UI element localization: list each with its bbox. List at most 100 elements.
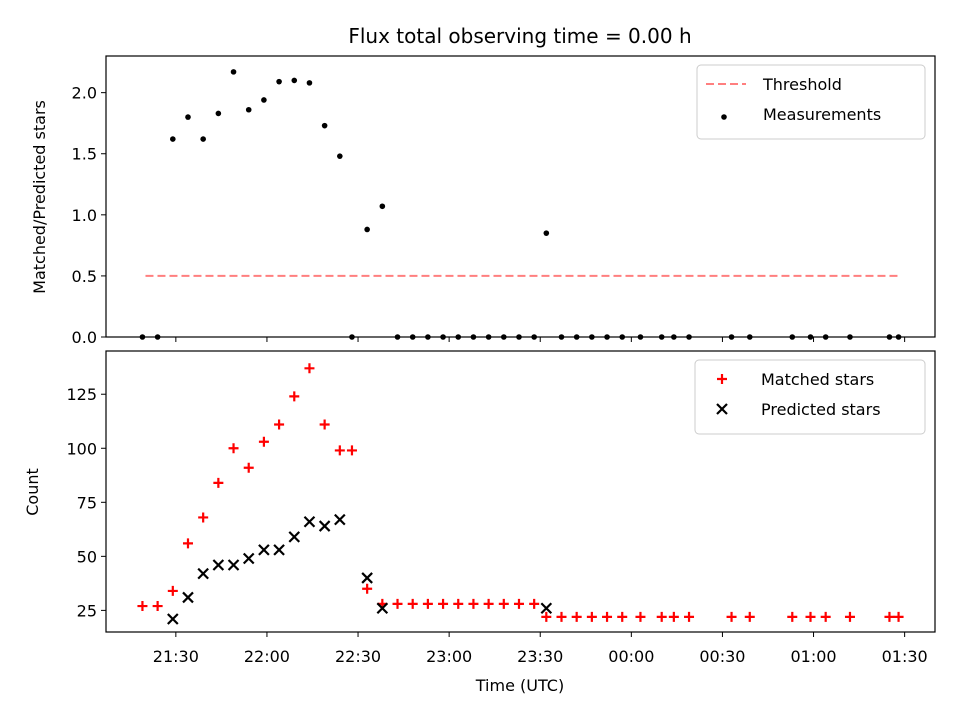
matched-star-point xyxy=(453,598,464,609)
predicted-star-point xyxy=(361,572,373,584)
legend-measurements-marker xyxy=(721,114,727,120)
x-axis-label: Time (UTC) xyxy=(475,676,564,695)
measurement-point xyxy=(895,334,902,340)
predicted-star-point xyxy=(288,531,301,543)
matched-star-point xyxy=(438,598,449,609)
legend-matched-stars-label: Matched stars xyxy=(761,370,874,389)
measurement-point xyxy=(671,334,677,340)
bottom-x-tick-label: 21:30 xyxy=(153,647,199,666)
matched-star-point xyxy=(571,611,582,622)
matched-star-point xyxy=(483,598,494,609)
measurement-point xyxy=(379,203,386,210)
measurement-point xyxy=(847,334,853,340)
top-y-tick-label: 0.5 xyxy=(72,267,97,286)
bottom-y-tick-label: 50 xyxy=(77,547,97,566)
matched-star-point xyxy=(304,363,315,374)
top-y-tick-label: 2.0 xyxy=(72,84,97,103)
measurement-point xyxy=(619,334,626,340)
legend-measurements-label: Measurements xyxy=(763,105,881,124)
chart-title: Flux total observing time = 0.00 h xyxy=(348,24,691,48)
measurement-point xyxy=(746,334,753,340)
measurement-point xyxy=(245,106,252,113)
measurement-point xyxy=(543,230,550,236)
measurement-point xyxy=(531,334,537,340)
measurement-point xyxy=(807,334,814,340)
measurement-point xyxy=(789,334,796,340)
matched-star-point xyxy=(258,436,269,447)
measurement-point xyxy=(409,334,416,340)
bottom-x-tick-label: 23:00 xyxy=(426,647,472,666)
predicted-star-point xyxy=(376,602,389,615)
measurement-point xyxy=(291,77,298,84)
predicted-star-point xyxy=(334,513,346,526)
matched-star-point xyxy=(392,598,403,609)
measurement-point xyxy=(261,97,267,103)
measurement-point xyxy=(425,334,431,340)
matched-star-point xyxy=(668,611,679,622)
measurement-point xyxy=(728,334,735,340)
measurement-point xyxy=(276,78,282,85)
bottom-x-tick-label: 00:30 xyxy=(699,647,745,666)
matched-star-point xyxy=(602,611,613,622)
predicted-star-point xyxy=(167,613,179,625)
top-y-tick-label: 0.0 xyxy=(72,328,97,347)
predicted-star-point xyxy=(182,591,194,604)
bottom-y-tick-label: 25 xyxy=(77,601,97,620)
matched-star-point xyxy=(167,585,178,596)
legend-matched-stars-marker xyxy=(717,374,727,384)
measurement-point xyxy=(455,334,462,340)
matched-star-point xyxy=(726,611,737,622)
matched-star-point xyxy=(498,598,509,609)
measurement-point xyxy=(604,334,610,340)
matched-star-point xyxy=(289,391,300,402)
matched-star-point xyxy=(137,601,148,612)
predicted-star-point xyxy=(303,515,316,528)
measurement-point xyxy=(658,334,665,340)
bottom-y-axis-label: Count xyxy=(23,468,42,516)
matched-star-point xyxy=(556,611,567,622)
matched-star-point xyxy=(274,419,285,430)
legend-predicted-stars-label: Predicted stars xyxy=(761,400,881,419)
flux-panel: 0.0 0.5 1.0 1.5 2.0 Threshold Measurements xyxy=(72,55,936,347)
measurement-point xyxy=(573,334,580,340)
measurement-point xyxy=(170,136,176,142)
bottom-y-tick-label: 75 xyxy=(77,493,97,512)
matched-star-point xyxy=(893,611,904,622)
legend-predicted-stars-marker xyxy=(716,403,728,415)
bottom-x-tick-label: 01:30 xyxy=(882,647,928,666)
predicted-star-point xyxy=(242,552,255,565)
measurement-point xyxy=(364,226,370,233)
measurement-point xyxy=(185,114,191,120)
matched-star-point xyxy=(422,598,433,609)
predicted-star-point xyxy=(227,559,240,571)
matched-star-point xyxy=(152,601,163,612)
matched-star-point xyxy=(844,611,855,622)
bottom-x-tick-label: 23:30 xyxy=(517,647,563,666)
top-legend xyxy=(696,64,926,140)
predicted-star-point xyxy=(197,567,209,580)
matched-star-point xyxy=(617,611,628,622)
measurement-point xyxy=(589,334,595,340)
bottom-y-tick-label: 125 xyxy=(66,385,97,404)
matched-star-point xyxy=(684,611,695,622)
matched-star-point xyxy=(820,611,831,622)
matched-star-point xyxy=(744,611,755,622)
measurement-point xyxy=(154,334,161,340)
measurement-point xyxy=(637,334,644,340)
measurement-point xyxy=(485,334,492,340)
predicted-star-point xyxy=(212,559,225,571)
matched-star-point xyxy=(884,611,895,622)
matched-star-point xyxy=(787,611,798,622)
bottom-plot-frame xyxy=(105,350,936,633)
measurement-point xyxy=(500,334,507,340)
measurement-point xyxy=(822,334,829,340)
measurement-point xyxy=(394,334,401,340)
predicted-star-point xyxy=(258,544,270,556)
measurement-point xyxy=(321,122,328,129)
matched-star-point xyxy=(529,598,540,609)
matched-star-point xyxy=(228,443,239,454)
measurement-point xyxy=(686,334,692,340)
matched-star-point xyxy=(805,611,816,622)
matched-star-point xyxy=(656,611,667,622)
